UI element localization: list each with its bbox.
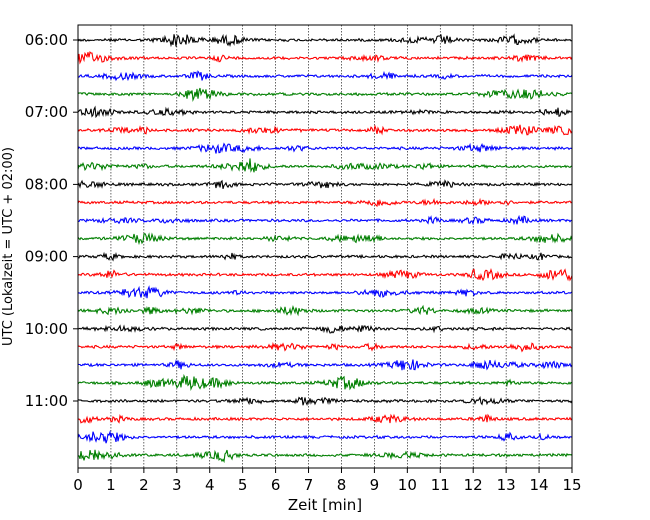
y-tick-label: 09:00 [25, 248, 68, 266]
trace-line [77, 359, 573, 371]
x-tick-label: 10 [398, 476, 417, 494]
y-tick-label: 08:00 [25, 175, 68, 193]
x-axis-label: Zeit [min] [288, 496, 362, 514]
x-axis-ticks: 0 1 2 3 4 5 6 7 8 9 10 11 12 13 14 15 [73, 468, 582, 494]
trace-line [77, 105, 573, 119]
trace-line [77, 324, 573, 334]
x-tick-label: 12 [464, 476, 483, 494]
x-tick-label: 8 [337, 476, 347, 494]
trace-line [77, 70, 573, 82]
x-tick-label: 3 [172, 476, 182, 494]
y-axis-label: UTC (Lokalzeit = UTC + 02:00) [1, 147, 16, 346]
trace-line [77, 430, 573, 444]
grid-lines [110, 25, 540, 468]
x-tick-label: 4 [205, 476, 215, 494]
x-tick-label: 6 [271, 476, 281, 494]
trace-line [77, 285, 573, 299]
trace-line [77, 341, 573, 353]
trace-line [77, 33, 573, 48]
y-tick-label: 06:00 [25, 31, 68, 49]
x-tick-label: 0 [73, 476, 83, 494]
trace-line [77, 373, 573, 392]
trace-line [77, 304, 573, 317]
trace-line [77, 179, 573, 190]
x-tick-label: 1 [106, 476, 116, 494]
y-tick-label: 10:00 [25, 320, 68, 338]
x-tick-label: 13 [497, 476, 516, 494]
seismogram-traces [77, 33, 573, 464]
trace-line [77, 251, 573, 262]
trace-line [77, 142, 573, 154]
x-tick-label: 2 [139, 476, 149, 494]
trace-line [77, 232, 573, 246]
trace-line [77, 214, 573, 226]
y-tick-label: 11:00 [25, 392, 68, 410]
trace-line [77, 158, 573, 173]
trace-line [77, 267, 573, 282]
x-tick-label: 15 [562, 476, 581, 494]
plot-frame [77, 24, 573, 469]
trace-line [77, 51, 573, 65]
trace-line [77, 197, 573, 208]
x-tick-label: 5 [238, 476, 248, 494]
x-tick-label: 14 [530, 476, 549, 494]
trace-line [77, 449, 573, 464]
x-tick-label: 9 [370, 476, 380, 494]
x-tick-label: 11 [431, 476, 450, 494]
y-axis-ticks: 06:00 07:00 08:00 09:00 10:00 11:00 [25, 31, 78, 410]
trace-line [77, 396, 573, 406]
trace-line [77, 124, 573, 136]
trace-line [77, 413, 573, 424]
trace-line [77, 87, 573, 102]
y-tick-label: 07:00 [25, 103, 68, 121]
x-tick-label: 7 [304, 476, 314, 494]
